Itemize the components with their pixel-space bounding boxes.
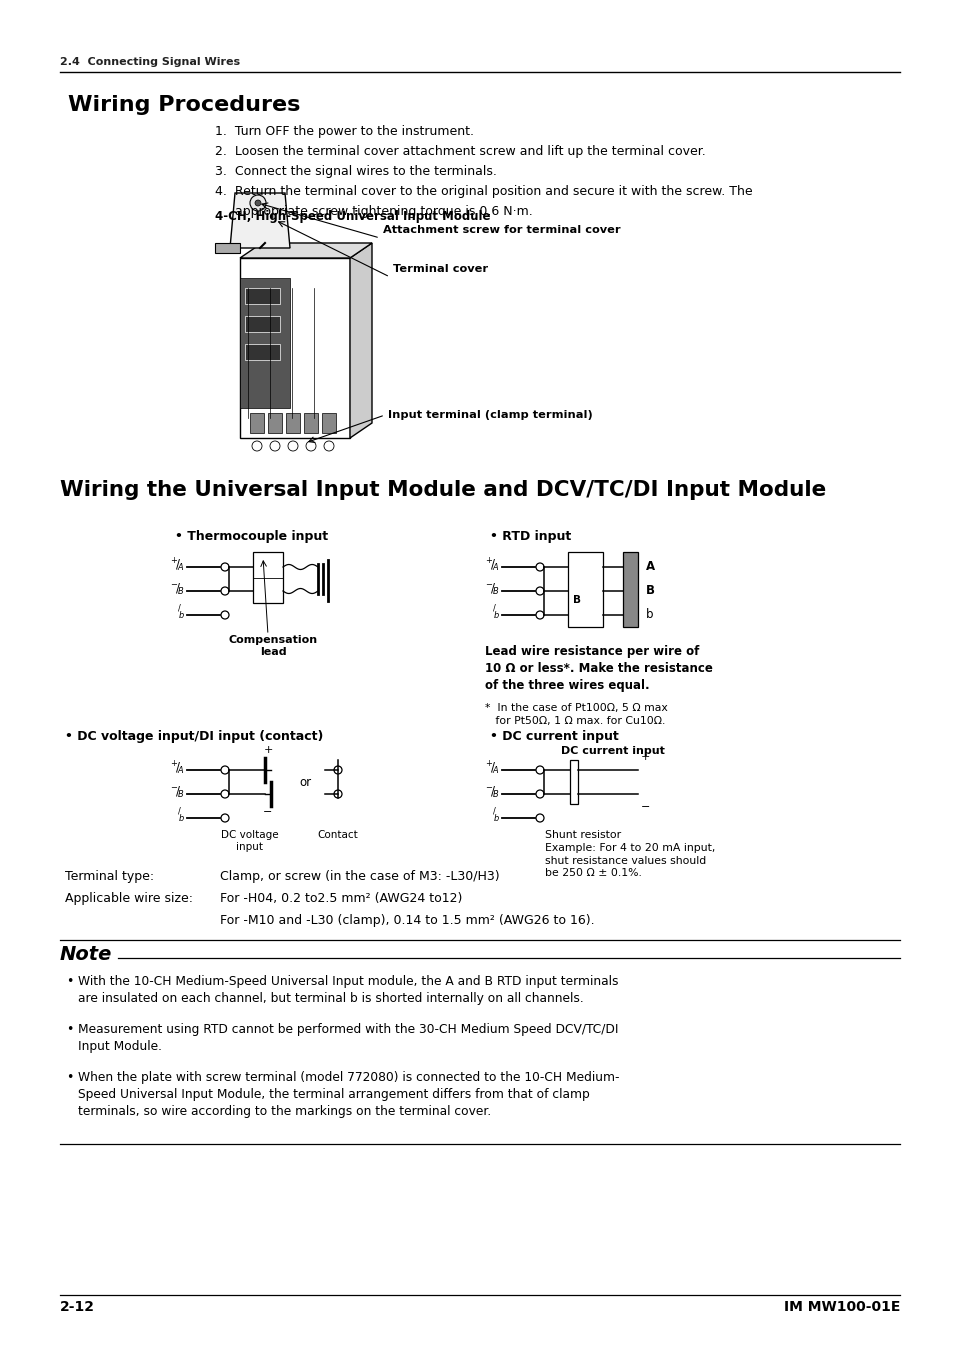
Text: For -H04, 0.2 to2.5 mm² (AWG24 to12): For -H04, 0.2 to2.5 mm² (AWG24 to12) — [220, 892, 462, 904]
Text: $^/\!_b$: $^/\!_b$ — [176, 807, 185, 825]
Text: IM MW100-01E: IM MW100-01E — [782, 1300, 899, 1314]
Text: Applicable wire size:: Applicable wire size: — [65, 892, 193, 904]
Text: $^-\!\!/\!_B$: $^-\!\!/\!_B$ — [169, 784, 185, 799]
Bar — [268, 413, 282, 433]
Text: Input terminal (clamp terminal): Input terminal (clamp terminal) — [388, 410, 592, 420]
Text: 2.4  Connecting Signal Wires: 2.4 Connecting Signal Wires — [60, 57, 240, 68]
Circle shape — [270, 441, 280, 451]
Bar — [322, 413, 335, 433]
Text: $^-\!\!/\!_B$: $^-\!\!/\!_B$ — [483, 582, 499, 597]
Text: Note: Note — [60, 945, 112, 964]
Text: appropriate screw tightening torque is 0.6 N·m.: appropriate screw tightening torque is 0… — [214, 205, 532, 217]
Text: 4-CH, High-Speed Universal Input Module: 4-CH, High-Speed Universal Input Module — [214, 211, 490, 223]
Text: For -M10 and -L30 (clamp), 0.14 to 1.5 mm² (AWG26 to 16).: For -M10 and -L30 (clamp), 0.14 to 1.5 m… — [220, 914, 594, 927]
Text: 3.  Connect the signal wires to the terminals.: 3. Connect the signal wires to the termi… — [214, 165, 497, 178]
Text: $^+\!\!/\!_A$: $^+\!\!/\!_A$ — [169, 759, 185, 776]
Text: b: b — [645, 609, 653, 621]
Circle shape — [221, 612, 229, 620]
Text: B: B — [645, 585, 655, 598]
Polygon shape — [230, 193, 290, 248]
Text: Wiring the Universal Input Module and DCV/TC/DI Input Module: Wiring the Universal Input Module and DC… — [60, 481, 825, 500]
Circle shape — [221, 790, 229, 798]
Text: DC voltage
input: DC voltage input — [221, 830, 278, 852]
Text: •: • — [66, 1071, 73, 1084]
Bar — [245, 344, 280, 360]
Circle shape — [334, 765, 341, 774]
Circle shape — [250, 194, 266, 211]
Text: Clamp, or screw (in the case of M3: -L30/H3): Clamp, or screw (in the case of M3: -L30… — [220, 869, 499, 883]
Circle shape — [254, 200, 261, 207]
Text: 4.  Return the terminal cover to the original position and secure it with the sc: 4. Return the terminal cover to the orig… — [214, 185, 752, 198]
Text: +: + — [640, 752, 650, 761]
Text: $^-\!\!/\!_B$: $^-\!\!/\!_B$ — [169, 582, 185, 597]
Text: $^/\!_b$: $^/\!_b$ — [491, 807, 499, 825]
Circle shape — [221, 563, 229, 571]
Text: Attachment screw for terminal cover: Attachment screw for terminal cover — [382, 225, 620, 235]
Text: DC current input: DC current input — [560, 747, 664, 756]
Text: • DC current input: • DC current input — [490, 730, 618, 742]
Circle shape — [334, 790, 341, 798]
Bar — [569, 760, 578, 805]
Bar — [304, 413, 317, 433]
Text: Terminal cover: Terminal cover — [393, 265, 488, 274]
Circle shape — [221, 765, 229, 774]
Circle shape — [536, 612, 543, 620]
Circle shape — [288, 441, 297, 451]
Text: Measurement using RTD cannot be performed with the 30-CH Medium Speed DCV/TC/DI
: Measurement using RTD cannot be performe… — [78, 1023, 618, 1053]
Circle shape — [536, 563, 543, 571]
Bar — [245, 316, 280, 332]
Text: $^+\!\!/\!_A$: $^+\!\!/\!_A$ — [483, 556, 499, 574]
Text: $^+\!\!/\!_A$: $^+\!\!/\!_A$ — [169, 556, 185, 574]
Text: • DC voltage input/DI input (contact): • DC voltage input/DI input (contact) — [65, 730, 323, 742]
Polygon shape — [214, 243, 240, 252]
Circle shape — [536, 790, 543, 798]
Circle shape — [324, 441, 334, 451]
Text: With the 10-CH Medium-Speed Universal Input module, the A and B RTD input termin: With the 10-CH Medium-Speed Universal In… — [78, 975, 618, 1004]
Text: • Thermocouple input: • Thermocouple input — [174, 531, 328, 543]
Bar — [567, 552, 602, 626]
Bar — [245, 288, 280, 304]
Circle shape — [306, 441, 315, 451]
Polygon shape — [240, 258, 350, 437]
Polygon shape — [240, 278, 290, 408]
Text: $^+\!\!/\!_A$: $^+\!\!/\!_A$ — [483, 759, 499, 776]
Text: •: • — [66, 1023, 73, 1035]
Circle shape — [536, 765, 543, 774]
Text: • RTD input: • RTD input — [490, 531, 571, 543]
Text: A: A — [645, 560, 655, 574]
Text: −: − — [263, 807, 273, 817]
Text: +: + — [263, 745, 273, 755]
Text: $^/\!_b$: $^/\!_b$ — [491, 603, 499, 622]
Text: B: B — [573, 595, 580, 605]
Text: When the plate with screw terminal (model 772080) is connected to the 10-CH Medi: When the plate with screw terminal (mode… — [78, 1071, 618, 1118]
Bar — [250, 413, 264, 433]
Text: Contact: Contact — [317, 830, 358, 840]
Text: $^/\!_b$: $^/\!_b$ — [176, 603, 185, 622]
Text: −: − — [640, 802, 650, 811]
Circle shape — [221, 814, 229, 822]
Bar — [286, 413, 299, 433]
Bar — [622, 552, 638, 626]
Polygon shape — [350, 243, 372, 437]
Text: Shunt resistor
Example: For 4 to 20 mA input,
shut resistance values should
be 2: Shunt resistor Example: For 4 to 20 mA i… — [544, 830, 715, 879]
Text: Lead wire resistance per wire of
10 Ω or less*. Make the resistance
of the three: Lead wire resistance per wire of 10 Ω or… — [484, 645, 712, 693]
Text: Terminal type:: Terminal type: — [65, 869, 154, 883]
Bar — [253, 552, 283, 603]
Circle shape — [536, 814, 543, 822]
Text: Compensation
lead: Compensation lead — [228, 634, 317, 657]
Text: 2-12: 2-12 — [60, 1300, 95, 1314]
Text: •: • — [66, 975, 73, 988]
Text: Wiring Procedures: Wiring Procedures — [68, 95, 300, 115]
Circle shape — [252, 441, 262, 451]
Circle shape — [221, 587, 229, 595]
Text: *  In the case of Pt100Ω, 5 Ω max
   for Pt50Ω, 1 Ω max. for Cu10Ω.: * In the case of Pt100Ω, 5 Ω max for Pt5… — [484, 703, 667, 726]
Text: or: or — [298, 775, 311, 788]
Polygon shape — [240, 243, 372, 258]
Text: $^-\!\!/\!_B$: $^-\!\!/\!_B$ — [483, 784, 499, 799]
Text: 2.  Loosen the terminal cover attachment screw and lift up the terminal cover.: 2. Loosen the terminal cover attachment … — [214, 144, 705, 158]
Circle shape — [536, 587, 543, 595]
Text: 1.  Turn OFF the power to the instrument.: 1. Turn OFF the power to the instrument. — [214, 126, 474, 138]
